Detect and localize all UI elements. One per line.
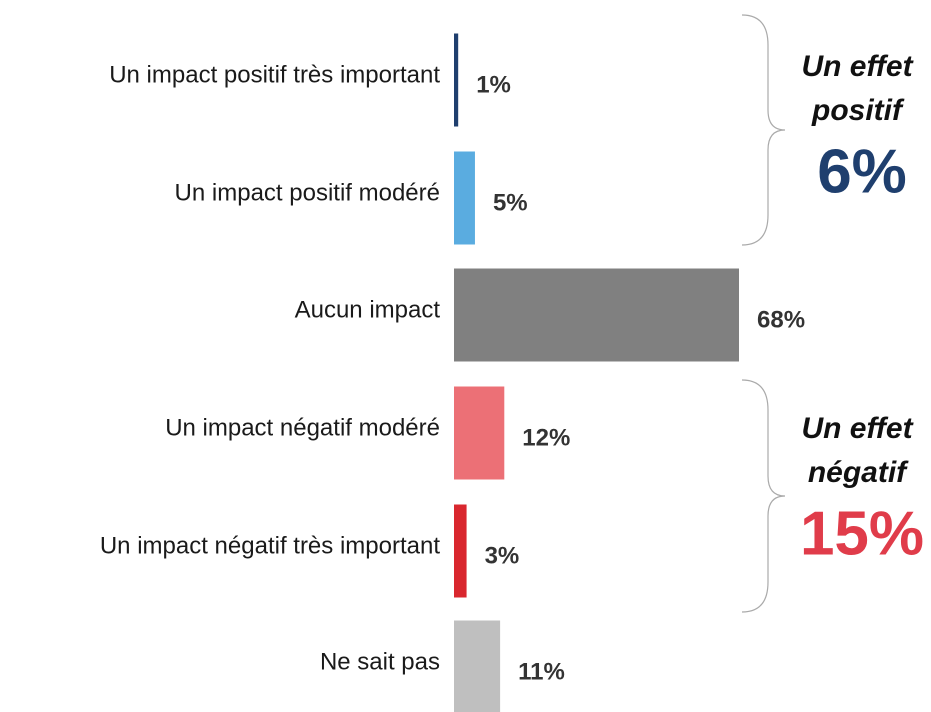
category-label: Un impact négatif modéré [165, 414, 440, 441]
bar [454, 620, 501, 712]
bar [454, 151, 475, 245]
value-label: 11% [518, 658, 565, 685]
annotation-text: négatif [808, 456, 909, 489]
category-label: Aucun impact [295, 296, 441, 323]
bar [454, 33, 459, 127]
bar [454, 268, 739, 362]
value-label: 3% [485, 542, 520, 569]
category-label: Un impact négatif très important [100, 532, 440, 559]
annotation-total: 15% [800, 499, 924, 568]
annotation-text: Un effet [801, 50, 914, 83]
annotation-total: 6% [817, 137, 907, 206]
value-label: 1% [476, 71, 511, 98]
value-label: 5% [493, 189, 528, 216]
annotation-text: Un effet [801, 412, 914, 445]
category-label: Ne sait pas [320, 648, 440, 675]
annotation-text: positif [811, 94, 905, 127]
value-label: 68% [757, 306, 805, 333]
category-label: Un impact positif modéré [175, 179, 440, 206]
category-label: Un impact positif très important [109, 61, 440, 88]
bar [454, 504, 467, 598]
value-label: 12% [522, 424, 570, 451]
bracket [741, 14, 786, 246]
bracket [741, 379, 786, 613]
bar [454, 386, 505, 480]
